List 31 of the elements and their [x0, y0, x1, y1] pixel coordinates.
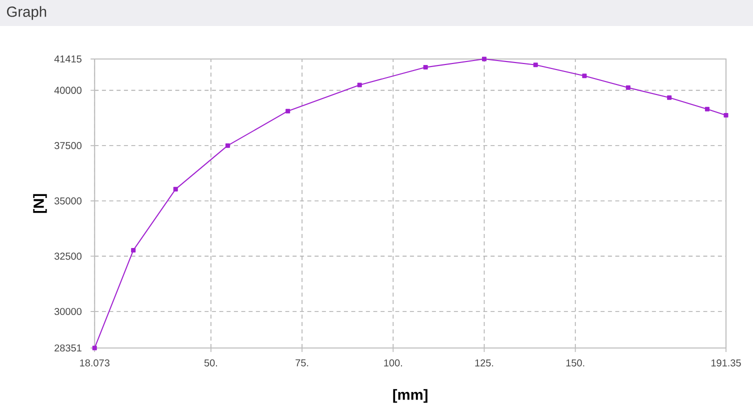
- x-tick-label: 150.: [566, 359, 584, 366]
- point: [92, 346, 97, 350]
- point: [286, 108, 290, 114]
- x-axis-title: [mm]: [393, 389, 428, 403]
- point: [667, 95, 672, 100]
- point: [482, 56, 486, 62]
- x-tick-label: 191.35: [711, 359, 741, 366]
- y-tick-label: 41415: [54, 56, 82, 62]
- point: [173, 186, 178, 192]
- x-tick-label: 100.: [384, 359, 402, 366]
- y-tick-label: 35000: [54, 197, 82, 204]
- point: [225, 143, 230, 148]
- y-tick-label: 37500: [54, 142, 82, 150]
- point: [704, 106, 710, 112]
- x-tick-label: 18.073: [80, 359, 110, 366]
- x-tick-label: 125.: [475, 359, 494, 366]
- point: [131, 248, 136, 252]
- y-tick-label: 32500: [54, 252, 82, 260]
- y-tick-label: 28351: [54, 344, 82, 352]
- x-tick-label: 75.: [296, 359, 308, 366]
- chart-title: Graph: [7, 6, 46, 20]
- point: [357, 82, 362, 88]
- y-tick-label: 40000: [54, 86, 82, 94]
- point: [533, 62, 538, 68]
- point: [724, 113, 728, 118]
- y-axis-title: [N]: [33, 194, 47, 213]
- point: [423, 65, 428, 70]
- x-tick-label: 50.: [204, 359, 217, 366]
- point: [626, 85, 630, 90]
- point: [582, 74, 587, 78]
- y-tick-label: 30000: [54, 308, 82, 316]
